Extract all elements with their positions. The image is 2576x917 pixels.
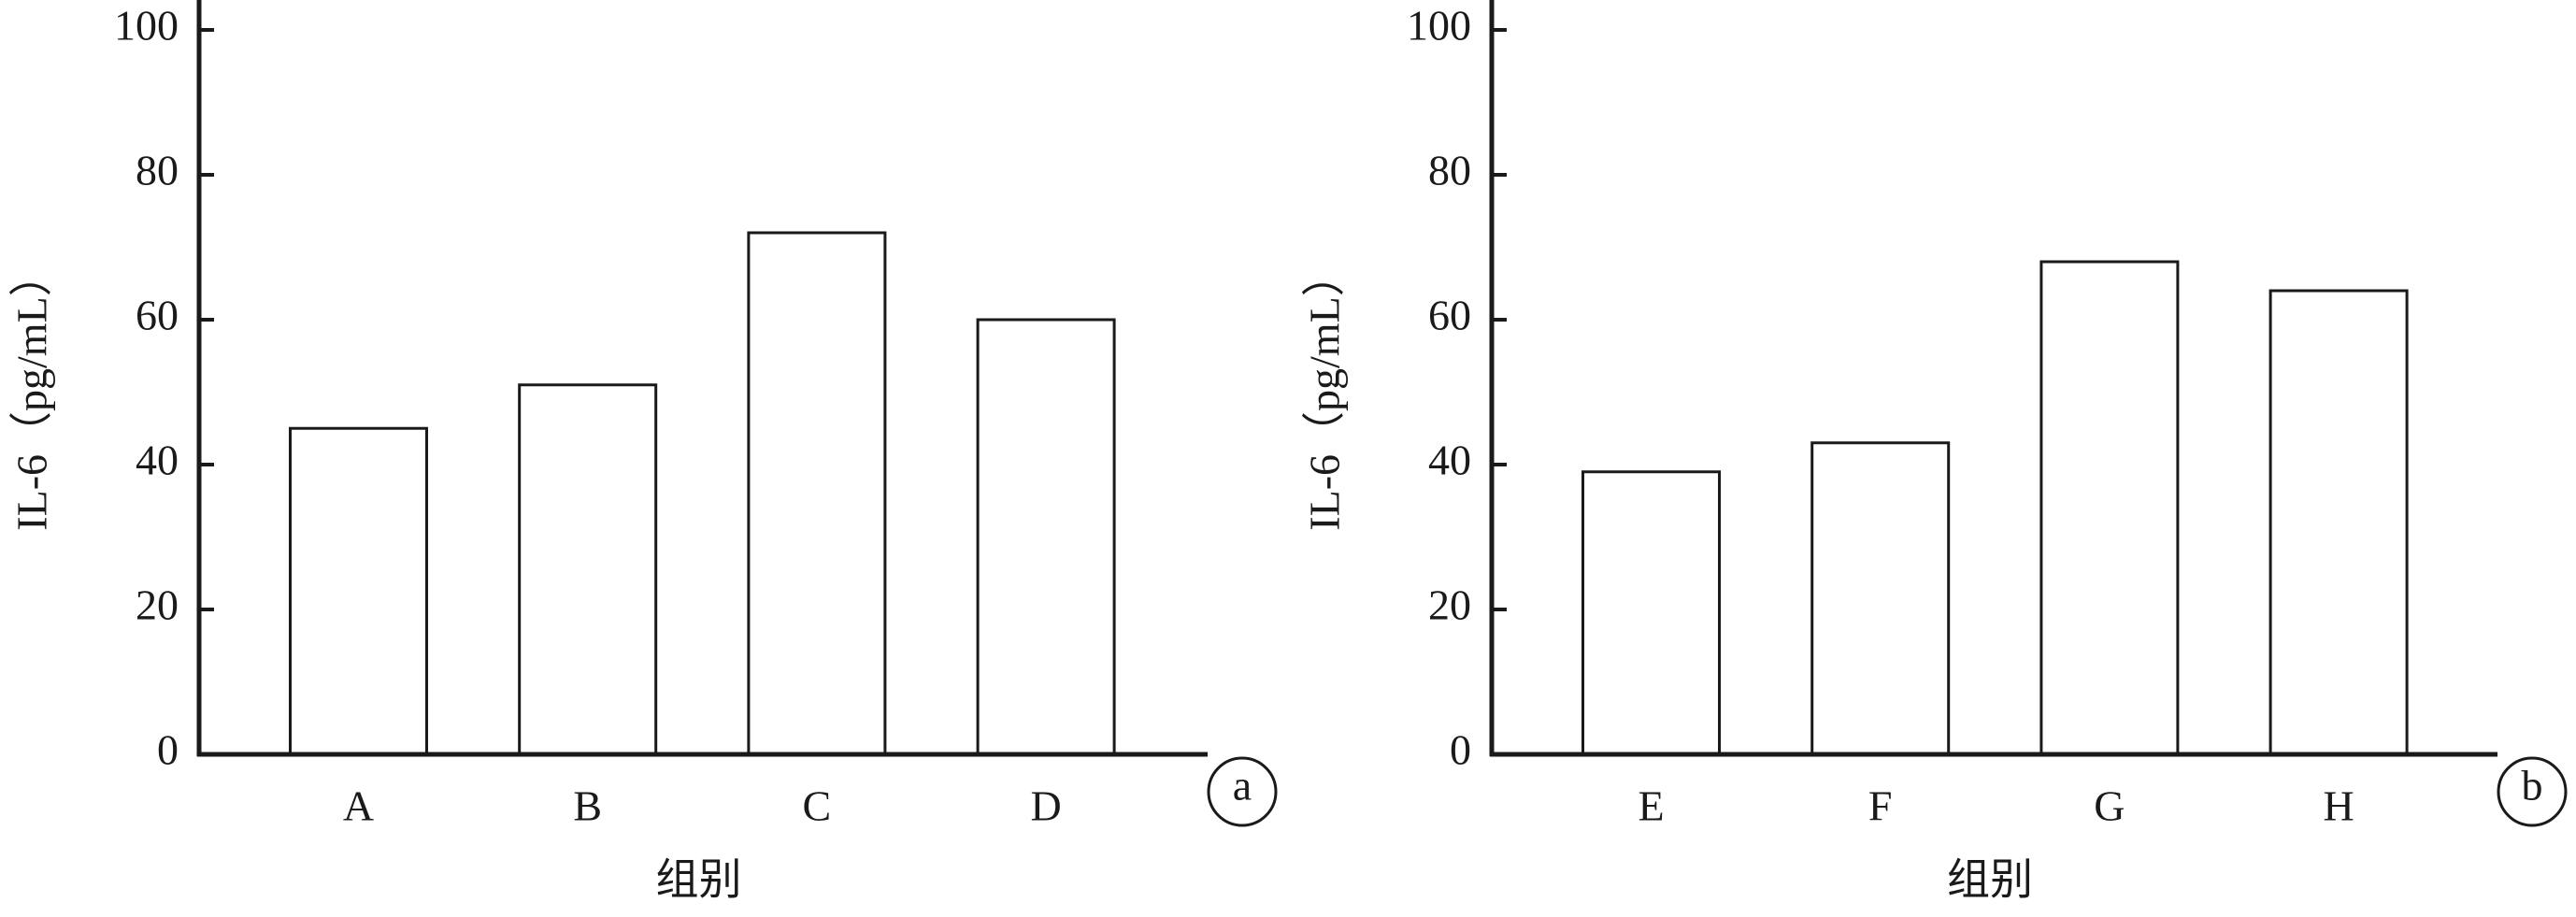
x-tick-label: C (803, 782, 832, 830)
y-tick-label: 100 (114, 2, 179, 50)
x-tick-label: F (1868, 782, 1893, 830)
y-tick-label: 20 (136, 581, 179, 629)
bar (1810, 441, 1951, 756)
x-tick-label: A (343, 782, 374, 830)
x-tick-label: D (1030, 782, 1061, 830)
panel-label: a (1233, 762, 1252, 810)
x-tick-label: G (2094, 782, 2125, 830)
bar (2268, 289, 2409, 756)
panel-label-circle (1207, 756, 1278, 827)
bar (1581, 470, 1721, 756)
y-tick-label: 60 (1428, 292, 1471, 339)
y-tick-label: 40 (136, 437, 179, 484)
x-axis-title: 组别 (1947, 856, 2033, 904)
x-tick-label: B (573, 782, 602, 830)
y-tick-label: 40 (1428, 437, 1471, 484)
y-tick-label: 0 (157, 726, 179, 774)
bar (747, 231, 887, 756)
y-tick-label: 20 (1428, 581, 1471, 629)
y-axis-title: IL-6（pg/mL） (8, 253, 56, 530)
bar (976, 318, 1116, 756)
y-tick-label: 100 (1407, 2, 1471, 50)
panel-label: b (2522, 762, 2543, 810)
bar (2039, 260, 2180, 756)
y-tick-label: 60 (136, 292, 179, 339)
y-tick-label: 80 (1428, 147, 1471, 194)
x-tick-label: H (2323, 782, 2354, 830)
x-axis-title: 组别 (656, 856, 742, 904)
x-tick-label: E (1638, 782, 1664, 830)
panel-label-circle (2497, 756, 2568, 827)
bar (518, 383, 658, 756)
y-axis-title: IL-6（pg/mL） (1301, 253, 1349, 530)
y-tick-label: 80 (136, 147, 179, 194)
bar (288, 426, 428, 756)
y-tick-label: 0 (1450, 726, 1471, 774)
